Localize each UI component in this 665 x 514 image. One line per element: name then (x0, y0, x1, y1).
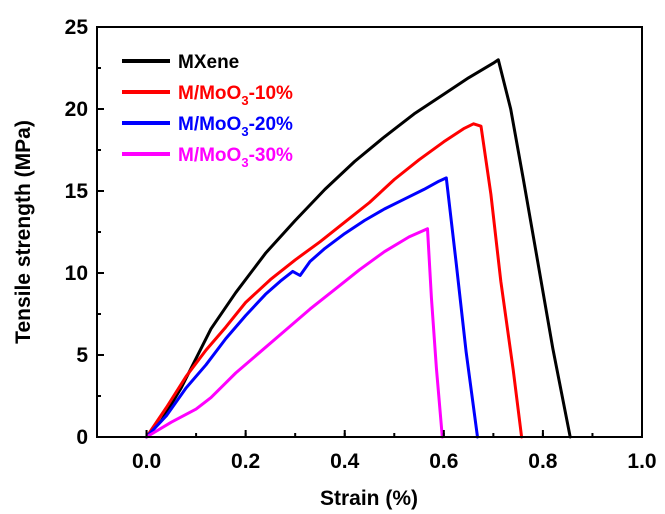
legend-label: M/MoO3-10% (178, 83, 293, 108)
axis-ticks: 0.0 0.2 0.4 0.6 0.8 1.0 0 5 10 15 20 25 (65, 16, 657, 473)
y-tick-label: 25 (65, 16, 89, 39)
x-tick-label: 0.4 (330, 450, 360, 473)
x-tick-label: 1.0 (627, 450, 656, 473)
series-line-3 (145, 176, 479, 439)
legend-label: MXene (178, 52, 239, 73)
y-tick-label: 0 (76, 426, 88, 449)
legend-label: M/MoO3-20% (178, 114, 293, 139)
x-axis-title: Strain (%) (320, 487, 418, 510)
y-tick-label: 20 (65, 98, 88, 121)
x-tick-label: 0.6 (429, 450, 458, 473)
x-tick-label: 0.2 (231, 450, 260, 473)
y-tick-label: 10 (65, 262, 88, 285)
x-tick-label: 0.0 (132, 450, 161, 473)
legend: MXene M/MoO3-10% M/MoO3-20% M/MoO3-30% (122, 52, 293, 170)
series-layer (145, 58, 572, 439)
x-tick-label: 0.8 (528, 450, 558, 473)
legend-label: M/MoO3-30% (178, 145, 293, 170)
y-tick-label: 15 (65, 180, 89, 203)
series-line-2 (145, 122, 524, 439)
y-axis-title: Tensile strength (MPa) (12, 120, 35, 344)
series-line-1 (145, 58, 572, 439)
series-line-4 (145, 227, 444, 439)
y-tick-label: 5 (76, 344, 88, 367)
